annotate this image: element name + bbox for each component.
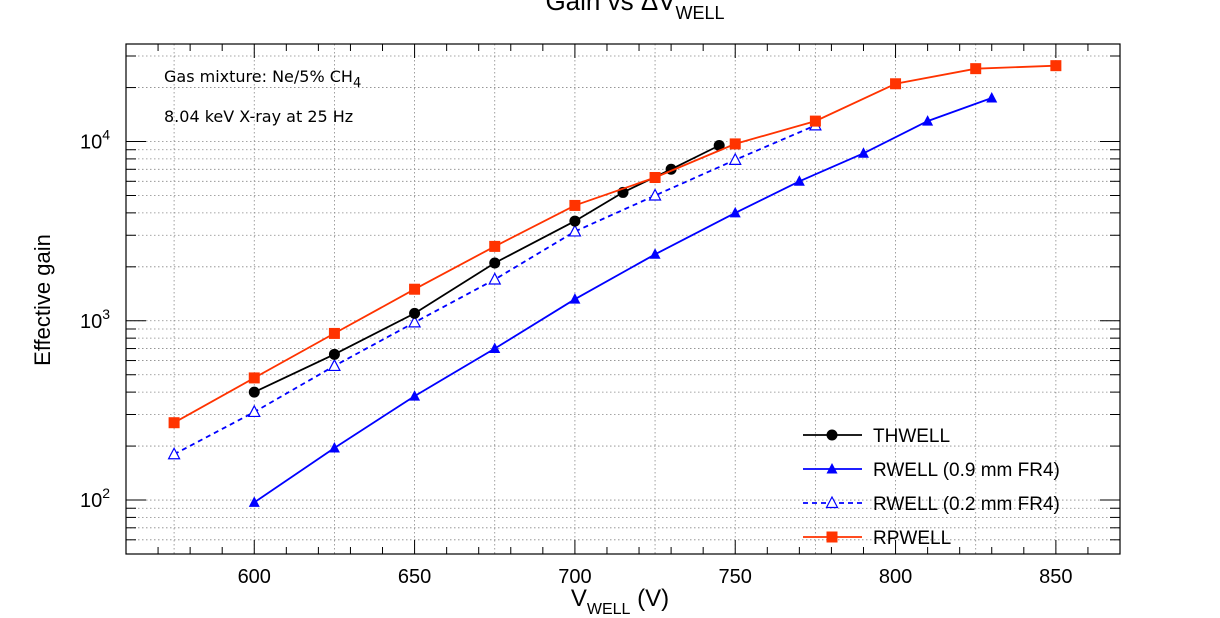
annotation-xray: 8.04 keV X-ray at 25 Hz (164, 107, 353, 126)
x-axis-label: VWELL (V) (571, 585, 669, 618)
data-point-rwell-02 (488, 272, 502, 285)
plot-frame (125, 43, 1121, 555)
legend-marker-rwell-09 (826, 463, 838, 474)
data-point-rpwell (1050, 60, 1062, 72)
x-tick-label: 800 (879, 566, 912, 588)
data-point-rwell-09 (569, 293, 581, 304)
grid-lines (126, 44, 1120, 555)
data-point-rpwell (168, 417, 180, 429)
data-point-rwell-02 (568, 224, 582, 237)
legend-label-thwell: THWELL (873, 426, 950, 447)
data-point-rwell-02 (247, 404, 261, 418)
data-point-rwell-09 (409, 390, 421, 401)
y-tick-label: 103 (80, 306, 110, 333)
data-point-rpwell (729, 138, 741, 150)
data-point-thwell (248, 386, 260, 398)
legend-marker-thwell (826, 429, 838, 441)
series-line-thwell (253, 144, 720, 393)
y-tick-labels: 102 103 104 (80, 127, 110, 513)
data-point-rpwell (569, 199, 581, 211)
legend-entry-thwell: THWELL (803, 426, 950, 447)
legend-label-rwell-09: RWELL (0.9 mm FR4) (873, 460, 1060, 481)
data-point-thwell (409, 307, 421, 319)
legend-marker-rwell-02 (825, 495, 839, 509)
legend: THWELL RWELL (0.9 mm FR4) RWELL (0.2 mm … (803, 426, 1060, 549)
legend-entry-rwell-02: RWELL (0.2 mm FR4) (803, 494, 1060, 515)
x-tick-labels: 600 650 700 750 800 850 (238, 566, 1073, 588)
data-point-rwell-09 (922, 115, 934, 126)
series-thwell (248, 140, 725, 398)
data-point-rpwell (328, 327, 340, 339)
legend-entry-rwell-09: RWELL (0.9 mm FR4) (803, 460, 1060, 481)
series-rpwell (168, 60, 1062, 429)
data-point-rpwell (489, 240, 501, 252)
data-point-rwell-02 (728, 152, 742, 165)
data-point-rwell-09 (729, 206, 741, 218)
axis-ticks (126, 44, 1120, 555)
legend-entry-rpwell: RPWELL (803, 528, 951, 549)
data-point-rwell-02 (408, 315, 422, 328)
data-point-thwell (328, 348, 340, 360)
legend-label-rpwell: RPWELL (873, 528, 951, 549)
data-point-rwell-09 (857, 147, 869, 158)
annotation-gas-mixture: Gas mixture: Ne/5% CH4 (164, 67, 361, 91)
data-point-rwell-02 (327, 358, 341, 372)
data-point-thwell (489, 257, 501, 269)
y-tick-label: 104 (80, 127, 110, 154)
data-point-rwell-02 (648, 188, 662, 201)
data-point-rwell-09 (986, 91, 998, 103)
data-series (167, 60, 1062, 507)
series-line-rpwell (173, 64, 1056, 424)
data-point-thwell (569, 215, 581, 227)
data-point-rpwell (809, 115, 821, 127)
data-point-rpwell (890, 78, 902, 90)
data-point-rwell-09 (328, 442, 340, 453)
data-point-rpwell (248, 372, 260, 384)
series-line-rwell-02 (173, 124, 816, 456)
data-point-rpwell (970, 63, 982, 75)
data-point-rwell-02 (167, 446, 181, 460)
y-axis-label: Effective gain (30, 234, 55, 366)
legend-label-rwell-02: RWELL (0.2 mm FR4) (873, 494, 1060, 515)
chart-title: Gain vs ΔVWELL (545, 0, 724, 23)
data-point-thwell (713, 140, 725, 152)
data-point-rwell-09 (793, 175, 805, 186)
data-point-rpwell (649, 171, 661, 183)
y-tick-label: 102 (80, 485, 110, 512)
data-point-rwell-09 (248, 496, 260, 507)
legend-marker-rpwell (826, 531, 838, 543)
x-tick-label: 650 (398, 566, 431, 588)
data-point-rwell-09 (649, 248, 661, 259)
x-tick-label: 750 (719, 566, 752, 588)
data-point-rpwell (409, 283, 421, 295)
series-rwell-09 (248, 91, 998, 507)
data-point-rwell-09 (489, 342, 501, 354)
x-tick-label: 600 (238, 566, 271, 588)
x-tick-label: 850 (1039, 566, 1072, 588)
series-rwell-02 (167, 118, 822, 460)
x-tick-label: 700 (558, 566, 591, 588)
